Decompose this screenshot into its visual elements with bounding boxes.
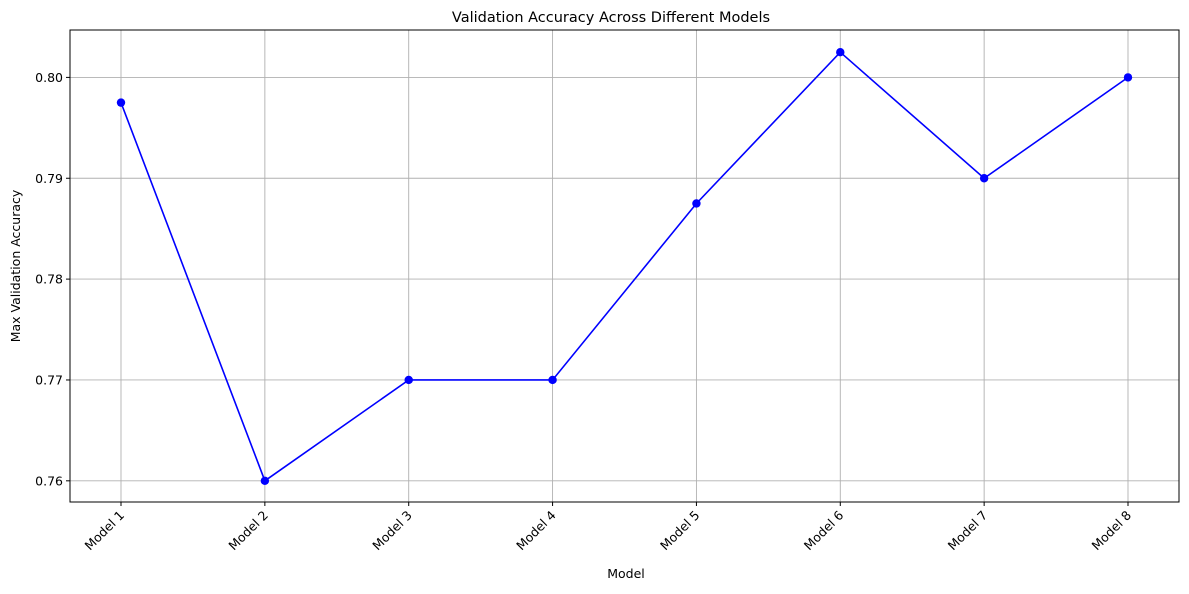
y-tick-label: 0.76 xyxy=(35,473,63,488)
y-tick-label: 0.79 xyxy=(35,171,63,186)
plot-area-frame xyxy=(69,29,1180,503)
y-tick-label: 0.77 xyxy=(35,372,63,387)
chart-title: Validation Accuracy Across Different Mod… xyxy=(452,10,770,26)
data-point-marker xyxy=(260,476,270,486)
data-point-marker xyxy=(979,174,989,183)
data-point-marker xyxy=(116,98,126,107)
x-tick-label: Model 6 xyxy=(801,507,847,553)
data-point-marker xyxy=(692,199,701,208)
data-point-marker xyxy=(548,375,557,385)
grid-layer xyxy=(70,30,1179,502)
y-tick-label: 0.78 xyxy=(35,272,63,287)
data-point-marker xyxy=(404,375,413,385)
y-tick-label: 0.80 xyxy=(35,70,63,85)
x-tick-label: Model 7 xyxy=(945,508,991,554)
series-line xyxy=(120,51,1129,483)
y-axis-label: Max Validation Accuracy xyxy=(8,189,23,342)
x-tick-label: Model 4 xyxy=(513,507,559,553)
x-tick-label: Model 3 xyxy=(369,508,415,554)
x-tick-label: Model 1 xyxy=(82,508,128,554)
x-axis-label: Model xyxy=(607,566,645,581)
x-tick-label: Model 5 xyxy=(657,508,703,554)
x-tick-label: Model 2 xyxy=(225,508,271,554)
data-point-marker xyxy=(1123,73,1133,82)
x-tick-label: Model 8 xyxy=(1089,507,1135,553)
data-point-marker xyxy=(836,47,845,57)
series-layer xyxy=(116,47,1133,486)
